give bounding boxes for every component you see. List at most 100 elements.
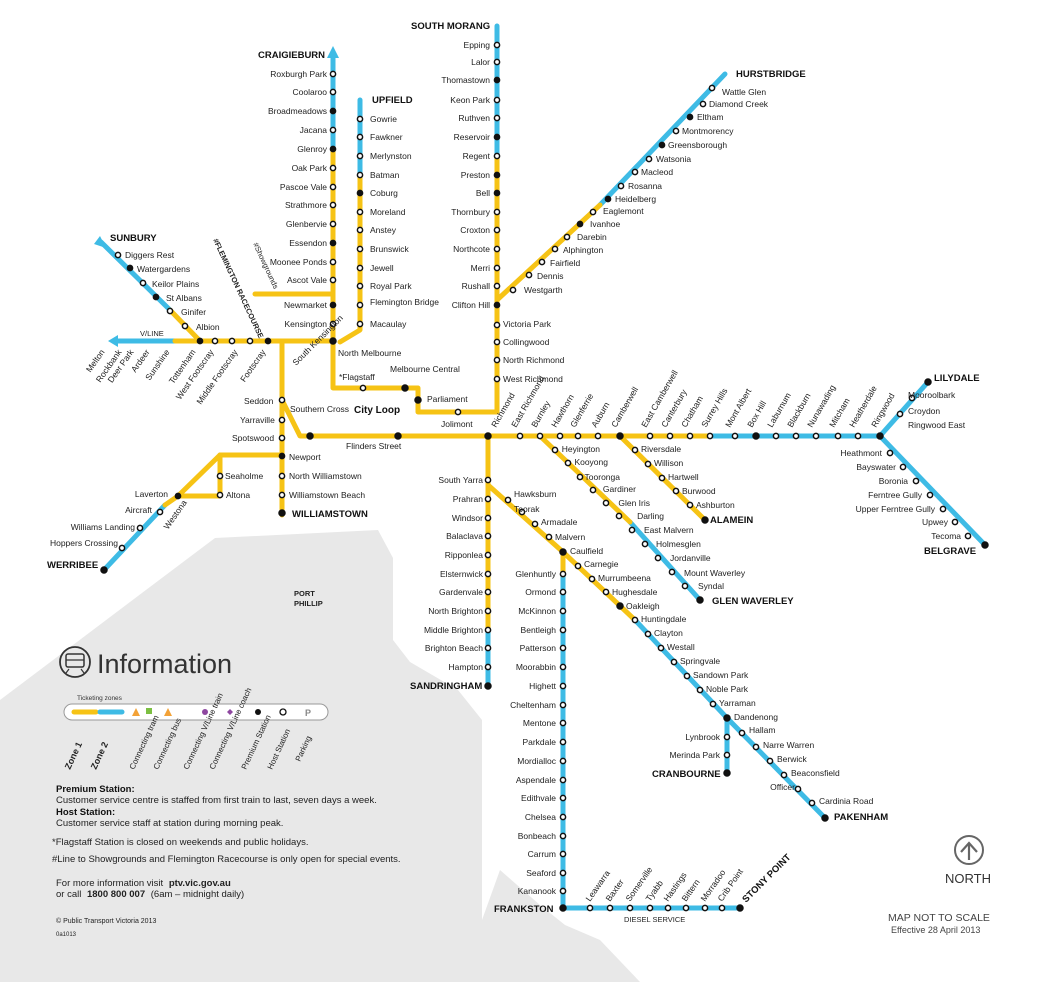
station-dot[interactable] — [493, 245, 501, 253]
terminal-werribee[interactable]: WERRIBEE — [47, 560, 98, 571]
station-label-sunbury_line-2[interactable]: Keilor Plains — [152, 279, 199, 289]
station-label-craigieburn_line-6[interactable]: Pascoe Vale — [280, 182, 327, 192]
station-dot[interactable] — [545, 533, 553, 541]
station-dot[interactable] — [654, 554, 662, 562]
terminal-belgrave[interactable]: BELGRAVE — [924, 546, 976, 557]
station-dot[interactable] — [196, 337, 204, 345]
station-label-frankston_line-1[interactable]: Ormond — [525, 587, 556, 597]
station-dot[interactable] — [709, 700, 717, 708]
station-dot[interactable] — [644, 630, 652, 638]
station-dot[interactable] — [559, 719, 567, 727]
station-label-hurstbridge_line-6[interactable]: Macleod — [641, 167, 673, 177]
station-label-sandringham_line-5[interactable]: Elsternwick — [440, 569, 484, 579]
station-dot[interactable] — [493, 226, 501, 234]
station-dot[interactable] — [493, 114, 501, 122]
station-dot[interactable] — [329, 183, 337, 191]
station-label-caulfield_group-8[interactable]: Oakleigh — [626, 601, 660, 611]
station-dot[interactable] — [615, 512, 623, 520]
station-label-belgrave_line-0[interactable]: Heathmont — [840, 448, 882, 458]
station-label-belgrave_line-3[interactable]: Ferntree Gully — [868, 490, 923, 500]
station-dot[interactable] — [264, 337, 272, 345]
station-label-alamein_line-1[interactable]: Willison — [654, 458, 684, 468]
station-dot[interactable] — [356, 171, 364, 179]
station-label-upfield_line-7[interactable]: Brunswick — [370, 244, 409, 254]
station-dot[interactable] — [356, 264, 364, 272]
station-dot[interactable] — [484, 607, 492, 615]
station-label-hurstbridge_line-5[interactable]: Watsonia — [656, 154, 691, 164]
station-label-frankston_line-6[interactable]: Highett — [529, 681, 557, 691]
station-dot[interactable] — [576, 473, 584, 481]
station-dot[interactable] — [616, 432, 624, 440]
station-label-caulfield_group-7[interactable]: Hughesdale — [612, 587, 658, 597]
station-label-caulfield_group-15[interactable]: Yarraman — [719, 698, 756, 708]
station-dot[interactable] — [484, 495, 492, 503]
station-dot[interactable] — [493, 321, 501, 329]
station-dot[interactable] — [563, 233, 571, 241]
station-dot[interactable] — [493, 282, 501, 290]
station-label-south_morang_line-0[interactable]: Epping — [464, 40, 491, 50]
station-label-hurstbridge_line-15[interactable]: Westgarth — [524, 285, 563, 295]
terminal-frankston[interactable]: FRANKSTON — [494, 904, 554, 915]
station-dot[interactable] — [556, 432, 564, 440]
station-label-alamein_line-4[interactable]: Ashburton — [696, 500, 735, 510]
station-label-caulfield_group-10[interactable]: Clayton — [654, 628, 683, 638]
station-dot[interactable] — [484, 644, 492, 652]
station-label-upfield_line-11[interactable]: Macaulay — [370, 319, 407, 329]
station-label-pakenham_line-5[interactable]: Cardinia Road — [819, 796, 874, 806]
station-dot[interactable] — [602, 588, 610, 596]
station-label-hurstbridge_line-11[interactable]: Darebin — [577, 232, 607, 242]
terminal-hurstbridge[interactable]: HURSTBRIDGE — [736, 69, 806, 80]
station-label-inner_north-1[interactable]: Collingwood — [503, 337, 550, 347]
station-label-sandringham_line-6[interactable]: Gardenvale — [439, 587, 483, 597]
station-dot[interactable] — [329, 258, 337, 266]
station-dot[interactable] — [594, 432, 602, 440]
station-dot[interactable] — [216, 491, 224, 499]
station-label-south_morang_line-5[interactable]: Reservoir — [454, 132, 491, 142]
station-dot[interactable] — [559, 850, 567, 858]
station-dot[interactable] — [278, 509, 286, 517]
station-label-craigieburn_line-5[interactable]: Oak Park — [292, 163, 328, 173]
station-dot[interactable] — [602, 499, 610, 507]
station-dot[interactable] — [886, 449, 894, 457]
station-dot[interactable] — [100, 566, 108, 574]
station-label-inner_north-2[interactable]: North Richmond — [503, 355, 565, 365]
station-dot[interactable] — [854, 432, 862, 440]
station-label-glen_waverley_line-1[interactable]: Kooyong — [574, 457, 608, 467]
label-seddon[interactable]: Seddon — [244, 396, 274, 406]
station-dot[interactable] — [645, 155, 653, 163]
station-label-south_morang_line-4[interactable]: Ruthven — [458, 113, 490, 123]
station-dot[interactable] — [589, 486, 597, 494]
station-dot[interactable] — [156, 508, 164, 516]
station-label-south_morang_line-2[interactable]: Thomastown — [441, 75, 490, 85]
station-label-caulfield_group-0[interactable]: Hawksburn — [514, 489, 557, 499]
station-dot[interactable] — [493, 264, 501, 272]
station-dot[interactable] — [574, 562, 582, 570]
station-dot[interactable] — [792, 432, 800, 440]
station-dot[interactable] — [216, 472, 224, 480]
station-label-upfield_line-2[interactable]: Merlynston — [370, 151, 412, 161]
station-label-frankston_line-10[interactable]: Mordialloc — [517, 756, 556, 766]
station-dot[interactable] — [616, 602, 624, 610]
station-dot[interactable] — [518, 508, 526, 516]
station-label-sandringham_line-10[interactable]: Hampton — [449, 662, 484, 672]
station-label-lilydale_line-2[interactable]: Ringwood East — [908, 420, 966, 430]
station-label-hurstbridge_line-13[interactable]: Fairfield — [550, 258, 581, 268]
station-dot[interactable] — [604, 195, 612, 203]
station-dot[interactable] — [589, 208, 597, 216]
station-dot[interactable] — [278, 434, 286, 442]
station-label-frankston_line-8[interactable]: Mentone — [523, 718, 556, 728]
station-dot[interactable] — [401, 384, 409, 392]
station-dot[interactable] — [118, 544, 126, 552]
station-label-belgrave_line-6[interactable]: Tecoma — [931, 531, 961, 541]
station-dot[interactable] — [772, 432, 780, 440]
station-dot[interactable] — [356, 115, 364, 123]
station-dot[interactable] — [493, 76, 501, 84]
station-label-sunbury_line-3[interactable]: St Albans — [166, 293, 202, 303]
station-dot[interactable] — [454, 408, 462, 416]
terminal-sunbury[interactable]: SUNBURY — [110, 233, 157, 244]
station-dot[interactable] — [329, 145, 337, 153]
station-label-frankston_line-5[interactable]: Moorabbin — [516, 662, 556, 672]
station-dot[interactable] — [752, 743, 760, 751]
station-dot[interactable] — [821, 814, 829, 822]
station-dot[interactable] — [356, 133, 364, 141]
